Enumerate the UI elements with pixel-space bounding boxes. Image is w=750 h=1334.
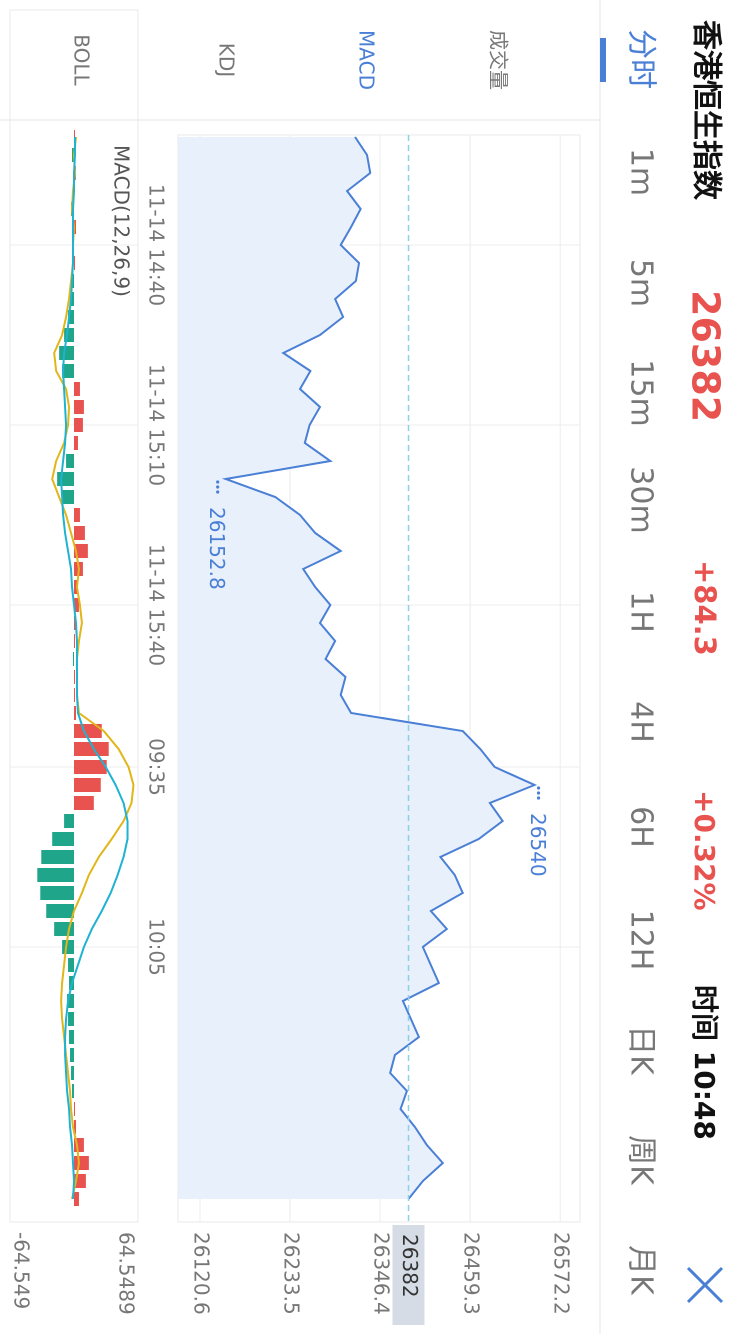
macd-bar bbox=[40, 886, 75, 900]
macd-bar bbox=[46, 904, 75, 918]
tab[interactable]: 1m bbox=[624, 148, 659, 196]
macd-bar bbox=[74, 796, 94, 810]
macd-frame bbox=[9, 9, 139, 1223]
indicator-tab[interactable]: 成交量 bbox=[487, 30, 511, 90]
macd-bar bbox=[37, 868, 75, 882]
macd-bar bbox=[74, 1156, 89, 1170]
macd-bar bbox=[62, 364, 75, 378]
macd-bar bbox=[74, 400, 84, 414]
macd-bar bbox=[74, 526, 85, 540]
extreme-dot bbox=[536, 786, 541, 790]
extreme-dot bbox=[536, 796, 541, 800]
tab[interactable]: 4H bbox=[624, 701, 659, 743]
close-button[interactable] bbox=[686, 1266, 724, 1304]
tab[interactable]: 1H bbox=[624, 591, 659, 633]
macd-bar bbox=[74, 382, 80, 396]
title: 香港恒生指数 bbox=[689, 20, 724, 201]
tab[interactable]: 15m bbox=[624, 359, 659, 426]
macd-bar bbox=[74, 706, 76, 720]
macd-bar bbox=[66, 454, 75, 468]
time: 时间 10:48 bbox=[688, 985, 721, 1140]
macd-bar bbox=[59, 346, 75, 360]
change: +84.3 bbox=[688, 560, 722, 656]
extreme-label: 26540 bbox=[526, 813, 550, 877]
indicator-tab[interactable]: BOLL bbox=[70, 34, 94, 86]
macd-bar bbox=[72, 1084, 75, 1098]
macd-bar bbox=[70, 1048, 75, 1062]
macd-bar bbox=[73, 670, 75, 684]
macd-bar bbox=[68, 1012, 75, 1026]
macd-bar bbox=[52, 832, 75, 846]
last-price-label: 26382 bbox=[398, 1234, 422, 1298]
macd-line bbox=[60, 137, 129, 1200]
macd-bar bbox=[74, 508, 80, 522]
tab[interactable]: 12H bbox=[624, 910, 659, 971]
tab[interactable]: 6H bbox=[624, 806, 659, 848]
macd-bar bbox=[73, 688, 75, 702]
macd-bar bbox=[41, 850, 75, 864]
x-tick-label: 11-14 15:10 bbox=[145, 364, 169, 486]
tab-indicator bbox=[600, 38, 606, 82]
macd-bar bbox=[64, 814, 75, 828]
macd-bar bbox=[71, 1066, 75, 1080]
x-tick-label: 11-14 15:40 bbox=[145, 544, 169, 666]
indicator-tab[interactable]: KDJ bbox=[215, 43, 239, 77]
y-tick-label: 64.5489 bbox=[115, 1232, 139, 1315]
macd-bar bbox=[74, 778, 101, 792]
tab[interactable]: 30m bbox=[624, 466, 659, 533]
macd-bar bbox=[74, 742, 109, 756]
tab[interactable]: 周K bbox=[624, 1135, 659, 1186]
price-line bbox=[221, 136, 538, 1200]
macd-bar bbox=[62, 490, 75, 504]
tab[interactable]: 日K bbox=[624, 1025, 659, 1076]
macd-bar bbox=[74, 1192, 79, 1206]
extreme-dot bbox=[216, 485, 220, 489]
x-tick-label: 09:35 bbox=[145, 738, 169, 796]
price: 26382 bbox=[684, 290, 728, 422]
macd-bar bbox=[69, 1030, 75, 1044]
macd-bar bbox=[74, 724, 102, 738]
y-tick-label: -64.549 bbox=[10, 1232, 34, 1309]
x-tick-label: 11-14 14:40 bbox=[145, 184, 169, 306]
macd-bar bbox=[62, 940, 75, 954]
macd-bar bbox=[68, 958, 75, 972]
y-tick-label: 26120.6 bbox=[190, 1232, 214, 1315]
last-price-box bbox=[392, 1225, 425, 1325]
macd-bar bbox=[74, 760, 107, 774]
y-tick-label: 26233.5 bbox=[280, 1232, 304, 1315]
tab[interactable]: 5m bbox=[624, 259, 659, 307]
tab[interactable]: 月K bbox=[624, 1245, 659, 1296]
tab[interactable]: 分时 bbox=[624, 29, 659, 89]
macd-title: MACD(12,26,9) bbox=[110, 145, 134, 297]
macd-bar bbox=[74, 418, 83, 432]
y-tick-label: 26346.4 bbox=[370, 1232, 394, 1315]
y-tick-label: 26572.2 bbox=[550, 1232, 574, 1315]
y-tick-label: 26459.3 bbox=[460, 1232, 484, 1315]
extreme-dot bbox=[216, 480, 220, 484]
extreme-dot bbox=[536, 791, 541, 795]
macd-bar bbox=[74, 436, 78, 450]
price-area bbox=[178, 137, 535, 1199]
macd-bar bbox=[73, 634, 75, 648]
macd-bar bbox=[73, 256, 75, 270]
macd-bar bbox=[57, 472, 75, 486]
extreme-label: 26152.8 bbox=[205, 507, 229, 590]
extreme-dot bbox=[216, 490, 220, 494]
macd-bar bbox=[73, 652, 75, 666]
x-tick-label: 10:05 bbox=[145, 918, 169, 976]
change-pct: +0.32% bbox=[688, 790, 721, 911]
macd-bar bbox=[73, 1102, 75, 1116]
indicator-tab[interactable]: MACD bbox=[355, 30, 379, 90]
